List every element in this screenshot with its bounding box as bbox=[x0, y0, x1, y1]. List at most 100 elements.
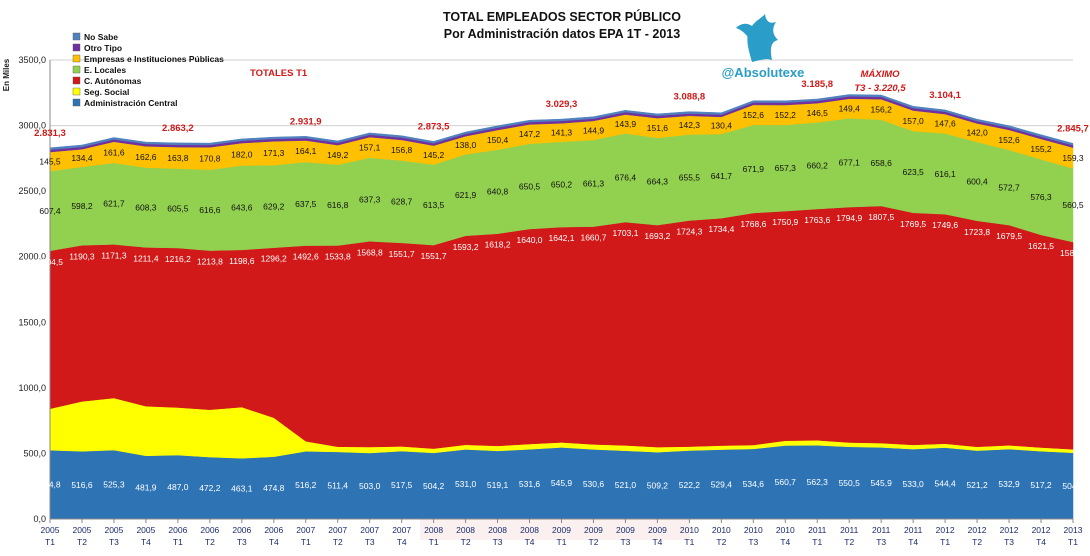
data-label: 138,0 bbox=[455, 140, 477, 150]
data-label: 640,8 bbox=[487, 187, 509, 197]
data-label: 1703,1 bbox=[612, 228, 638, 238]
x-tick-year: 2011 bbox=[808, 525, 827, 535]
data-label: 657,3 bbox=[775, 163, 797, 173]
data-label: 157,0 bbox=[903, 116, 925, 126]
x-tick-quarter: T4 bbox=[141, 537, 151, 547]
data-label: 1551,7 bbox=[421, 251, 447, 261]
x-tick-year: 2005 bbox=[73, 525, 92, 535]
data-label: 152,6 bbox=[998, 135, 1020, 145]
data-label: 145,2 bbox=[423, 150, 445, 160]
data-label: 532,9 bbox=[998, 479, 1020, 489]
data-label: 517,5 bbox=[391, 480, 413, 490]
x-tick-year: 2008 bbox=[424, 525, 443, 535]
legend-label: Otro Tipo bbox=[84, 43, 122, 53]
data-label: 1642,1 bbox=[549, 233, 575, 243]
y-tick-label: 500,0 bbox=[23, 448, 46, 458]
data-label: 525,3 bbox=[103, 480, 125, 490]
data-label: 1593,2 bbox=[453, 242, 479, 252]
data-label: 545,9 bbox=[871, 478, 893, 488]
data-label: 146,5 bbox=[807, 108, 829, 118]
x-tick-quarter: T2 bbox=[716, 537, 726, 547]
x-tick-quarter: T4 bbox=[269, 537, 279, 547]
data-label: 147,6 bbox=[934, 119, 956, 129]
x-tick-year: 2012 bbox=[1000, 525, 1019, 535]
legend-label: C. Autónomas bbox=[84, 76, 142, 86]
data-label: 1763,6 bbox=[804, 215, 830, 225]
data-label: 1640,0 bbox=[517, 235, 543, 245]
x-tick-quarter: T1 bbox=[557, 537, 567, 547]
x-tick-year: 2010 bbox=[744, 525, 763, 535]
x-tick-year: 2006 bbox=[168, 525, 187, 535]
data-label: 152,6 bbox=[743, 110, 765, 120]
data-label: 141,3 bbox=[551, 128, 573, 138]
data-label: 560,5 bbox=[1062, 200, 1084, 210]
x-tick-quarter: T1 bbox=[429, 537, 439, 547]
data-label: 629,2 bbox=[263, 201, 285, 211]
legend-swatch bbox=[72, 32, 81, 41]
x-tick-year: 2012 bbox=[936, 525, 955, 535]
data-label: 474,8 bbox=[263, 483, 285, 493]
y-tick-label: 1500,0 bbox=[18, 317, 46, 327]
data-label: 1171,3 bbox=[101, 250, 127, 260]
data-label: 142,0 bbox=[966, 128, 988, 138]
data-label: 658,6 bbox=[871, 158, 893, 168]
data-label: 1216,2 bbox=[165, 254, 191, 264]
x-tick-year: 2009 bbox=[552, 525, 571, 535]
x-tick-quarter: T2 bbox=[844, 537, 854, 547]
data-label: 163,8 bbox=[167, 153, 189, 163]
data-label: 161,6 bbox=[103, 147, 125, 157]
data-label: 1618,2 bbox=[485, 240, 511, 250]
data-label: 516,6 bbox=[71, 480, 93, 490]
data-label: 182,0 bbox=[231, 149, 253, 159]
data-label: 152,2 bbox=[775, 110, 797, 120]
x-tick-year: 2007 bbox=[392, 525, 411, 535]
x-tick-quarter: T2 bbox=[77, 537, 87, 547]
x-tick-year: 2005 bbox=[136, 525, 155, 535]
data-label: 623,5 bbox=[903, 167, 925, 177]
data-label: 150,4 bbox=[487, 135, 509, 145]
x-tick-quarter: T4 bbox=[780, 537, 790, 547]
data-label: 504,8 bbox=[1062, 481, 1084, 491]
data-label: 533,0 bbox=[903, 479, 925, 489]
data-label: 164,1 bbox=[295, 146, 317, 156]
x-tick-quarter: T1 bbox=[301, 537, 311, 547]
x-tick-year: 2009 bbox=[616, 525, 635, 535]
x-tick-year: 2012 bbox=[1032, 525, 1051, 535]
chart-title: TOTAL EMPLEADOS SECTOR PÚBLICO bbox=[443, 9, 681, 24]
data-label: 521,2 bbox=[966, 480, 988, 490]
data-label: 522,2 bbox=[679, 480, 701, 490]
x-tick-quarter: T3 bbox=[493, 537, 503, 547]
legend-label: Administración Central bbox=[84, 98, 178, 108]
x-tick-quarter: T4 bbox=[525, 537, 535, 547]
data-label: 156,8 bbox=[391, 145, 413, 155]
legend-swatch bbox=[72, 76, 81, 85]
data-label: 1204,5 bbox=[37, 257, 63, 267]
x-tick-quarter: T2 bbox=[589, 537, 599, 547]
data-label: 509,2 bbox=[647, 481, 669, 491]
data-label: 529,4 bbox=[711, 479, 733, 489]
data-label: 142,3 bbox=[679, 120, 701, 130]
x-tick-year: 2007 bbox=[360, 525, 379, 535]
data-label: 531,0 bbox=[455, 479, 477, 489]
data-label: 605,5 bbox=[167, 203, 189, 213]
data-label: 613,5 bbox=[423, 200, 445, 210]
data-label: 616,6 bbox=[199, 205, 221, 215]
brand-logo-icon bbox=[736, 14, 778, 62]
total-annotation: 2.931,9 bbox=[290, 116, 322, 127]
data-label: 530,6 bbox=[583, 479, 605, 489]
data-label: 1580,7 bbox=[1060, 248, 1086, 258]
data-label: 560,7 bbox=[775, 477, 797, 487]
total-annotation: 2.831,3 bbox=[34, 128, 66, 139]
x-tick-year: 2010 bbox=[712, 525, 731, 535]
data-label: 143,9 bbox=[615, 119, 637, 129]
data-label: 517,2 bbox=[1030, 480, 1052, 490]
data-label: 637,5 bbox=[295, 199, 317, 209]
data-label: 157,1 bbox=[359, 142, 381, 152]
data-label: 600,4 bbox=[966, 176, 988, 186]
data-label: 616,1 bbox=[934, 169, 956, 179]
data-label: 159,3 bbox=[1062, 153, 1084, 163]
data-label: 151,6 bbox=[647, 123, 669, 133]
x-tick-quarter: T3 bbox=[620, 537, 630, 547]
data-label: 677,1 bbox=[839, 158, 861, 168]
data-label: 147,2 bbox=[519, 129, 541, 139]
